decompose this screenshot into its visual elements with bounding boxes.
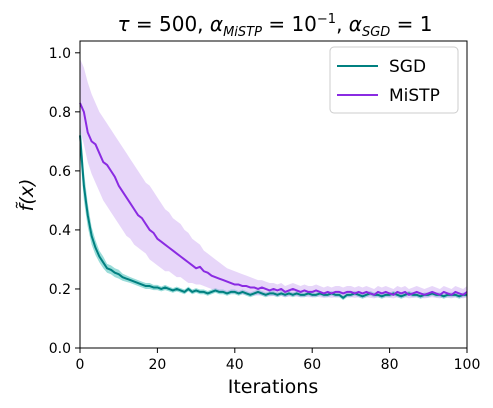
title-alpha1: α bbox=[210, 12, 223, 36]
line-sgd bbox=[79, 135, 467, 299]
x-axis-ticks: 0 20 40 60 80 100 bbox=[76, 348, 481, 373]
legend-label-mistp: MiSTP bbox=[389, 86, 440, 106]
title-alpha1-eq: = 10 bbox=[262, 12, 317, 36]
chart-title: τ = 500, αMiSTP = 10−1, αSGD = 1 bbox=[117, 12, 432, 40]
y-tick-label: 0.4 bbox=[49, 223, 71, 239]
y-tick-label: 0.8 bbox=[49, 105, 71, 121]
x-tick-label: 0 bbox=[76, 357, 85, 373]
series-lines bbox=[79, 102, 468, 299]
x-tick-label: 80 bbox=[381, 357, 399, 373]
y-tick-label: 0.6 bbox=[49, 164, 71, 180]
y-tick-label: 1.0 bbox=[49, 46, 71, 62]
title-alpha2-sub: SGD bbox=[362, 25, 390, 40]
band-mistp bbox=[80, 58, 467, 299]
legend: SGD MiSTP bbox=[329, 46, 459, 114]
line-mistp bbox=[79, 102, 468, 296]
x-tick-label: 100 bbox=[454, 357, 481, 373]
y-axis-label: f̃(x) bbox=[16, 179, 38, 212]
legend-box bbox=[329, 46, 459, 114]
title-alpha1-exp: −1 bbox=[317, 12, 336, 27]
title-alpha2: α bbox=[349, 12, 362, 36]
title-alpha2-eq: = 1 bbox=[390, 12, 432, 36]
x-tick-label: 60 bbox=[303, 357, 321, 373]
y-axis-ticks: 0.0 0.2 0.4 0.6 0.8 1.0 bbox=[49, 46, 80, 357]
legend-label-sgd: SGD bbox=[389, 57, 426, 77]
y-tick-label: 0.0 bbox=[49, 341, 71, 357]
x-axis-label: Iterations bbox=[228, 376, 319, 398]
x-tick-label: 20 bbox=[148, 357, 166, 373]
plot-frame bbox=[79, 40, 468, 349]
y-tick-label: 0.2 bbox=[49, 282, 71, 298]
title-alpha1-sub: MiSTP bbox=[223, 25, 262, 40]
confidence-bands bbox=[80, 58, 467, 301]
title-tau-value: = 500, bbox=[130, 12, 210, 36]
title-sep: , bbox=[336, 12, 349, 36]
title-tau: τ bbox=[117, 12, 130, 36]
x-tick-label: 40 bbox=[226, 357, 244, 373]
